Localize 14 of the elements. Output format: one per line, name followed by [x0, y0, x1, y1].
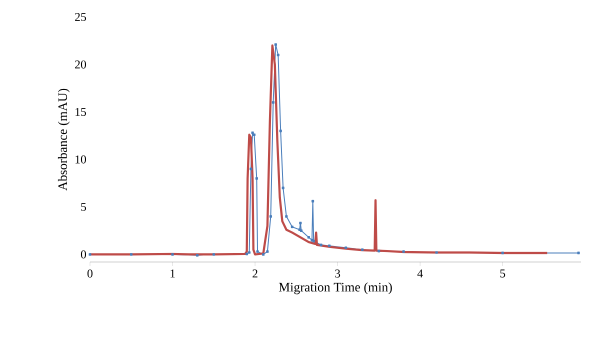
y-tick-label: 20	[75, 60, 86, 69]
x-tick-label: 3	[335, 270, 340, 278]
y-tick-label: 10	[76, 155, 86, 164]
x-tick-label: 1	[170, 270, 175, 278]
y-tick-label: 0	[80, 250, 86, 258]
x-axis-title: Migration Time (min)	[278, 282, 392, 294]
x-tick-label: 0	[87, 270, 93, 278]
y-tick-label: 5	[81, 202, 86, 211]
x-tick-label: 2	[252, 270, 258, 278]
y-axis-title: Absorbance (mAU)	[58, 88, 70, 191]
x-tick-label: 5	[500, 270, 506, 278]
y-tick-label: 15	[76, 108, 86, 116]
y-tick-label: 25	[75, 12, 86, 22]
x-tick-label: 4	[417, 270, 423, 278]
